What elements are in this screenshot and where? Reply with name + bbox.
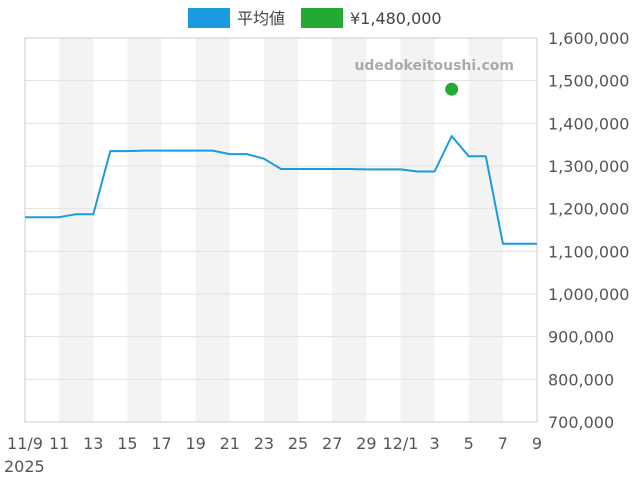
x-tick-label: 5 [464,434,474,453]
x-tick-label: 11/9 [7,434,43,453]
y-axis-labels: 1,600,000 1,500,000 1,400,000 1,300,000 1,20… [548,29,629,432]
x-tick-label: 13 [83,434,103,453]
x-tick-label: 23 [254,434,274,453]
x-tick-label: 29 [356,434,376,453]
legend-swatch [188,8,230,28]
x-tick-label: 21 [220,434,240,453]
y-tick-label: 1,500,000 [548,72,629,91]
shaded-band [127,38,162,422]
y-tick-label: 1,000,000 [548,285,629,304]
y-tick-label: 1,600,000 [548,29,629,48]
y-tick-label: 1,200,000 [548,200,629,219]
data-point-price [445,82,459,96]
x-tick-label: 12/1 [382,434,418,453]
x-tick-label: 15 [117,434,137,453]
shaded-band [263,38,299,422]
shaded-band [400,38,435,422]
shaded-band [468,38,503,422]
x-axis-year-label: 2025 [4,457,45,476]
x-tick-label: 19 [185,434,205,453]
series-line-average [25,135,537,245]
x-axis-labels: 11/9 11 13 15 17 19 21 23 25 27 29 12/1 3 5 7 9 [7,434,542,453]
watermark-text: udedokeitoushi.com [354,58,514,74]
x-tick-label: 17 [151,434,171,453]
legend-label: ¥1,480,000 [350,9,442,28]
y-tick-label: 1,100,000 [548,242,629,261]
legend: 平均値 ¥1,480,000 [188,8,442,28]
y-tick-label: 800,000 [548,370,614,389]
x-tick-label: 7 [498,434,508,453]
y-tick-label: 900,000 [548,328,614,347]
shaded-band [195,38,230,422]
y-tick-label: 700,000 [548,413,614,432]
x-tick-label: 3 [430,434,440,453]
x-tick-label: 9 [532,434,542,453]
alternating-bands [59,38,503,422]
shaded-band [332,38,367,422]
shaded-band [59,38,94,422]
series-layer [25,82,537,245]
plot-border [24,37,538,423]
y-tick-label: 1,300,000 [548,157,629,176]
legend-swatch [301,8,343,28]
y-tick-label: 1,400,000 [548,114,629,133]
x-tick-label: 25 [288,434,308,453]
x-tick-label: 27 [322,434,342,453]
legend-label: 平均値 [237,9,285,28]
x-tick-label: 11 [49,434,69,453]
